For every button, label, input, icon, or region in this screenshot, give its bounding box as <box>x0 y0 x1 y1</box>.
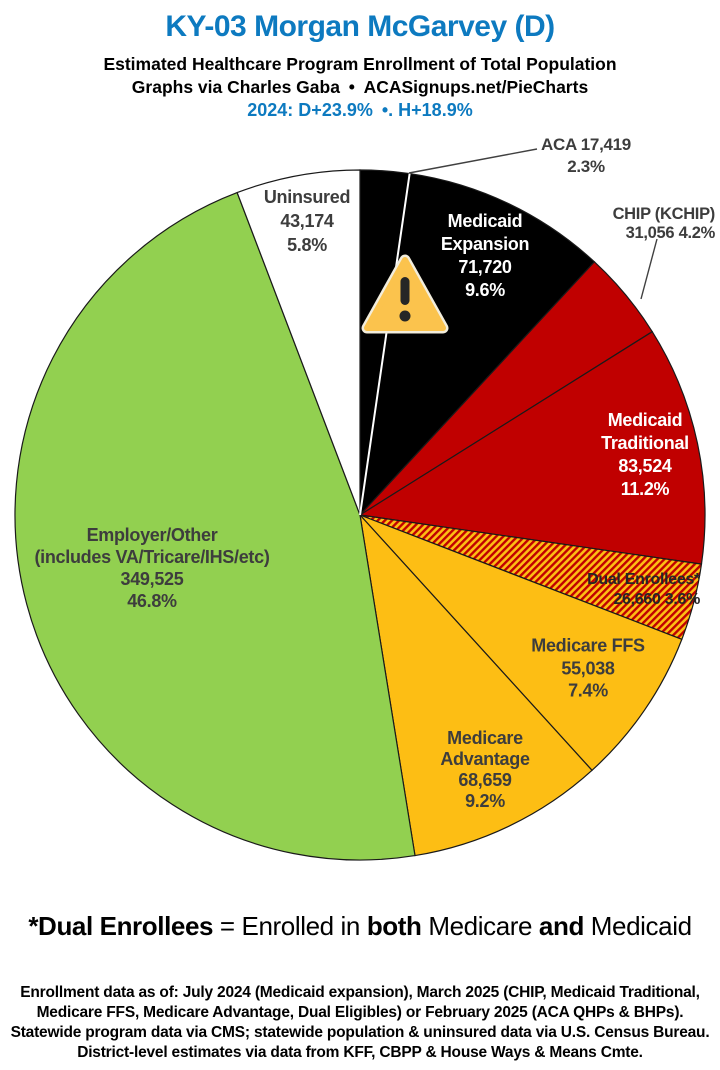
pie-slice-medicare-advantage <box>359 513 593 857</box>
leader-line-chip <box>640 238 658 300</box>
pie-svg <box>14 148 706 861</box>
footnote-line: Medicare FFS, Medicare Advantage, Dual E… <box>36 1004 684 1021</box>
pie-slice-medicare-ffs <box>359 514 683 772</box>
data-sources-footnote: Enrollment data as of: July 2024 (Medica… <box>0 983 720 1063</box>
dual-enrollees-note: *Dual Enrollees = Enrolled in both Medic… <box>0 911 720 942</box>
note-segment: and <box>538 911 584 941</box>
leader-line-aca <box>408 148 538 174</box>
slice-divider-line <box>359 173 411 516</box>
page-title: KY-03 Morgan McGarvey (D) <box>165 10 555 43</box>
note-segment: Medicaid <box>583 911 692 941</box>
note-segment: = Enrolled in <box>213 911 367 941</box>
pie-slice-medicaid-traditional <box>358 330 706 565</box>
pie-slice-employer-other <box>14 191 416 861</box>
chart-subtitle: Estimated Healthcare Program Enrollment … <box>103 54 617 74</box>
warning-icon <box>361 254 449 334</box>
enrollment-pie-chart: ACA 17,419 2.3% Medicaid Expansion 71,720 9.6… <box>0 135 720 880</box>
note-segment: both <box>366 911 422 941</box>
note-segment: *Dual Enrollees <box>28 911 214 941</box>
partisan-lean-line: 2024: D+23.9% •. H+18.9% <box>247 100 473 120</box>
footnote-line: Statewide program data via CMS; statewid… <box>10 1024 710 1041</box>
pie-slice-medicaid-expansion <box>359 172 596 517</box>
footnote-line: District-level estimates via data from K… <box>77 1044 643 1061</box>
footnote-line: Enrollment data as of: July 2024 (Medica… <box>20 984 700 1001</box>
note-segment: Medicare <box>421 911 539 941</box>
credit-line: Graphs via Charles Gaba • ACASignups.net… <box>131 77 589 97</box>
pie-slice-uninsured <box>236 169 361 516</box>
